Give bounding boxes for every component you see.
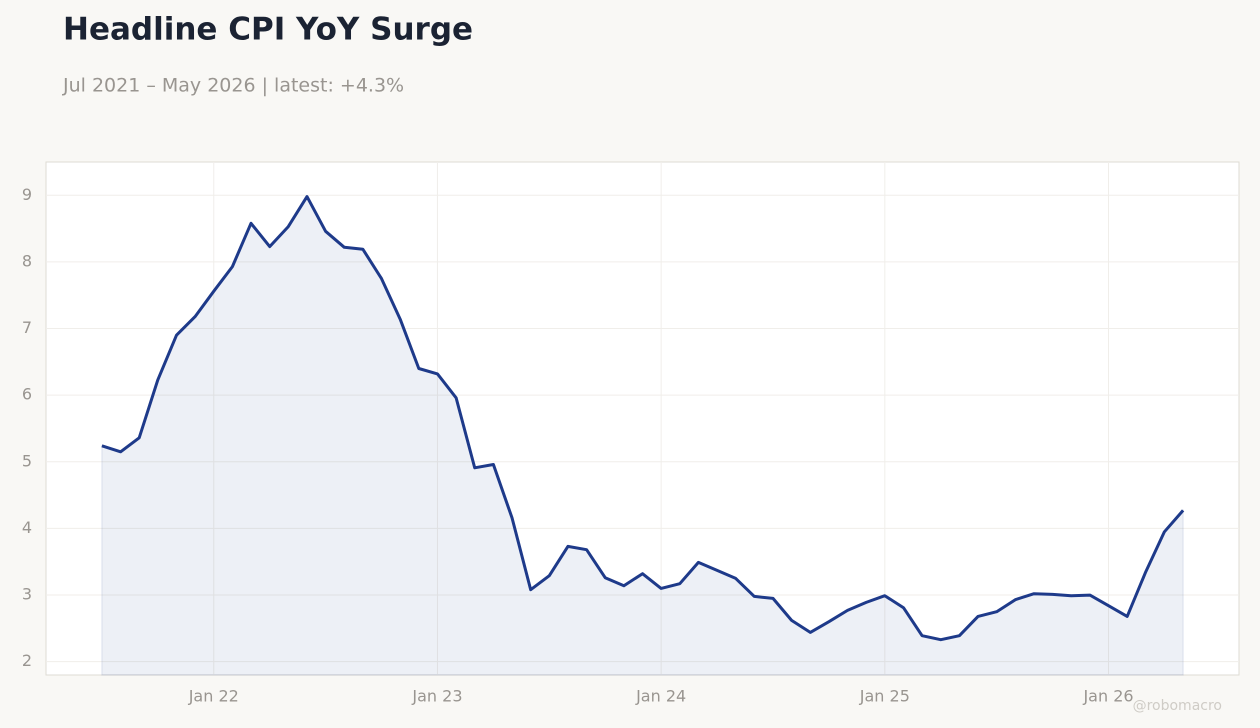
chart-title: Headline CPI YoY Surge <box>63 12 473 48</box>
y-tick-label: 5 <box>22 451 32 470</box>
x-tick-label: Jan 22 <box>188 687 239 706</box>
y-tick-label: 4 <box>22 518 32 537</box>
plot-area <box>45 161 1240 676</box>
line <box>101 195 1185 642</box>
y-tick-label: 2 <box>22 651 32 670</box>
y-tick-label: 3 <box>22 585 32 604</box>
x-tick-label: Jan 25 <box>859 687 910 706</box>
y-tick-label: 8 <box>22 251 32 270</box>
chart-subtitle: Jul 2021 – May 2026 | latest: +4.3% <box>62 75 404 97</box>
y-tick-label: 9 <box>22 185 32 204</box>
x-tick-label: Jan 24 <box>635 687 686 706</box>
x-tick-label: Jan 26 <box>1082 687 1133 706</box>
watermark: @robomacro <box>1133 698 1222 714</box>
x-tick-label: Jan 23 <box>411 687 462 706</box>
y-tick-label: 7 <box>22 318 32 337</box>
y-tick-label: 6 <box>22 385 32 404</box>
